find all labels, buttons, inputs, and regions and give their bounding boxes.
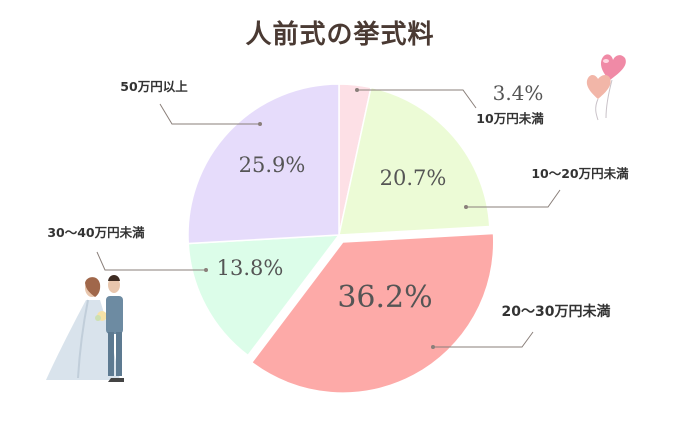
- slice-value-label: 25.9%: [239, 153, 306, 177]
- slice-value-label: 20.7%: [380, 166, 447, 190]
- leader-dot: [355, 88, 359, 92]
- slice-category-label: 10〜20万円未満: [531, 166, 629, 181]
- slice-value-label: 3.4%: [493, 81, 544, 105]
- leader-dot: [258, 122, 262, 126]
- slice-category-label: 50万円以上: [120, 79, 188, 94]
- leader-dot: [204, 268, 208, 272]
- heart-balloons-icon: [587, 54, 626, 120]
- slice-category-label: 20〜30万円未満: [502, 303, 611, 320]
- slice-value-label: 13.8%: [217, 256, 284, 280]
- leader-dot: [464, 205, 468, 209]
- slice-category-label: 10万円未満: [476, 111, 544, 126]
- slice-category-label: 30〜40万円未満: [47, 225, 145, 240]
- slice-value-label: 36.2%: [337, 280, 432, 315]
- leader-dot: [431, 345, 435, 349]
- wedding-couple-illustration: [46, 275, 124, 382]
